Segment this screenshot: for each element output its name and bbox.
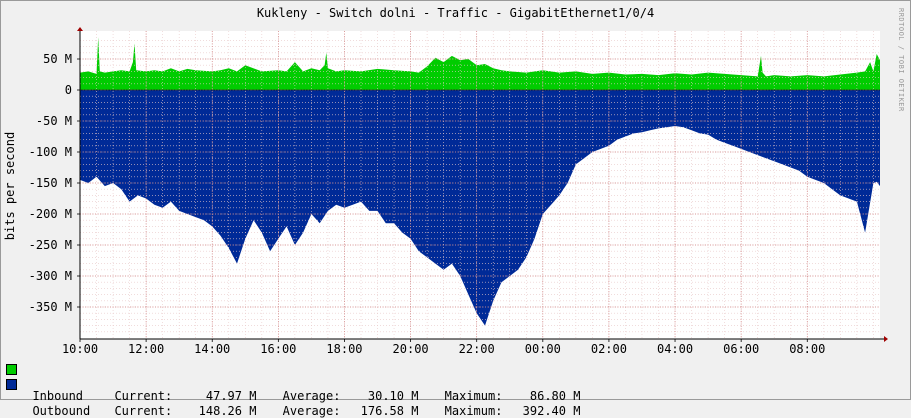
chart-title: Kukleny - Switch dolni - Traffic - Gigab… xyxy=(256,6,655,20)
x-tick-label: 10:00 xyxy=(62,342,98,356)
x-tick-label: 14:00 xyxy=(194,342,230,356)
legend-outbound: Outbound Current: 148.26 M Average: 176.58 M… xyxy=(6,376,581,418)
axes xyxy=(77,27,888,342)
series-area-inbound xyxy=(80,37,880,90)
x-tick-label: 04:00 xyxy=(657,342,693,356)
y-axis-arrow xyxy=(77,27,83,31)
x-tick-label: 02:00 xyxy=(591,342,627,356)
x-tick-label: 16:00 xyxy=(260,342,296,356)
y-tick-label: -150 M xyxy=(29,176,72,190)
x-tick-label: 00:00 xyxy=(525,342,561,356)
x-tick-label: 08:00 xyxy=(789,342,825,356)
legend-current-label: Current: xyxy=(114,404,173,418)
x-axis-arrow xyxy=(884,336,888,342)
x-tick-label: 20:00 xyxy=(393,342,429,356)
outbound-swatch xyxy=(6,379,17,390)
legend-maximum-label: Maximum: xyxy=(444,404,503,418)
grid-lines xyxy=(79,31,880,339)
legend-outbound-name: Outbound xyxy=(32,404,91,418)
inbound-swatch xyxy=(6,364,17,375)
y-tick-label: -100 M xyxy=(29,145,72,159)
legend-outbound-current: 148.26 M xyxy=(198,404,257,418)
x-tick-label: 18:00 xyxy=(326,342,362,356)
y-tick-label: -300 M xyxy=(29,269,72,283)
x-tick-label: 06:00 xyxy=(723,342,759,356)
x-tick-label: 12:00 xyxy=(128,342,164,356)
y-tick-label: 0 xyxy=(65,83,72,97)
legend-outbound-maximum: 392.40 M xyxy=(522,404,581,418)
y-tick-label: 50 M xyxy=(43,52,72,66)
legend-outbound-average: 176.58 M xyxy=(360,404,419,418)
y-tick-label: -200 M xyxy=(29,207,72,221)
x-tick-label: 22:00 xyxy=(459,342,495,356)
y-tick-label: -250 M xyxy=(29,238,72,252)
rrdtool-watermark: RRDTOOL / TOBI OETIKER xyxy=(897,8,905,112)
y-tick-label: -350 M xyxy=(29,300,72,314)
tick-labels: 50 M 0 -50 M -100 M -150 M -200 M -250 M -300 M… xyxy=(29,52,826,356)
legend-average-label: Average: xyxy=(282,404,341,418)
traffic-chart: 50 M 0 -50 M -100 M -150 M -200 M -250 M -300 M… xyxy=(29,27,888,356)
y-tick-label: -50 M xyxy=(36,114,72,128)
